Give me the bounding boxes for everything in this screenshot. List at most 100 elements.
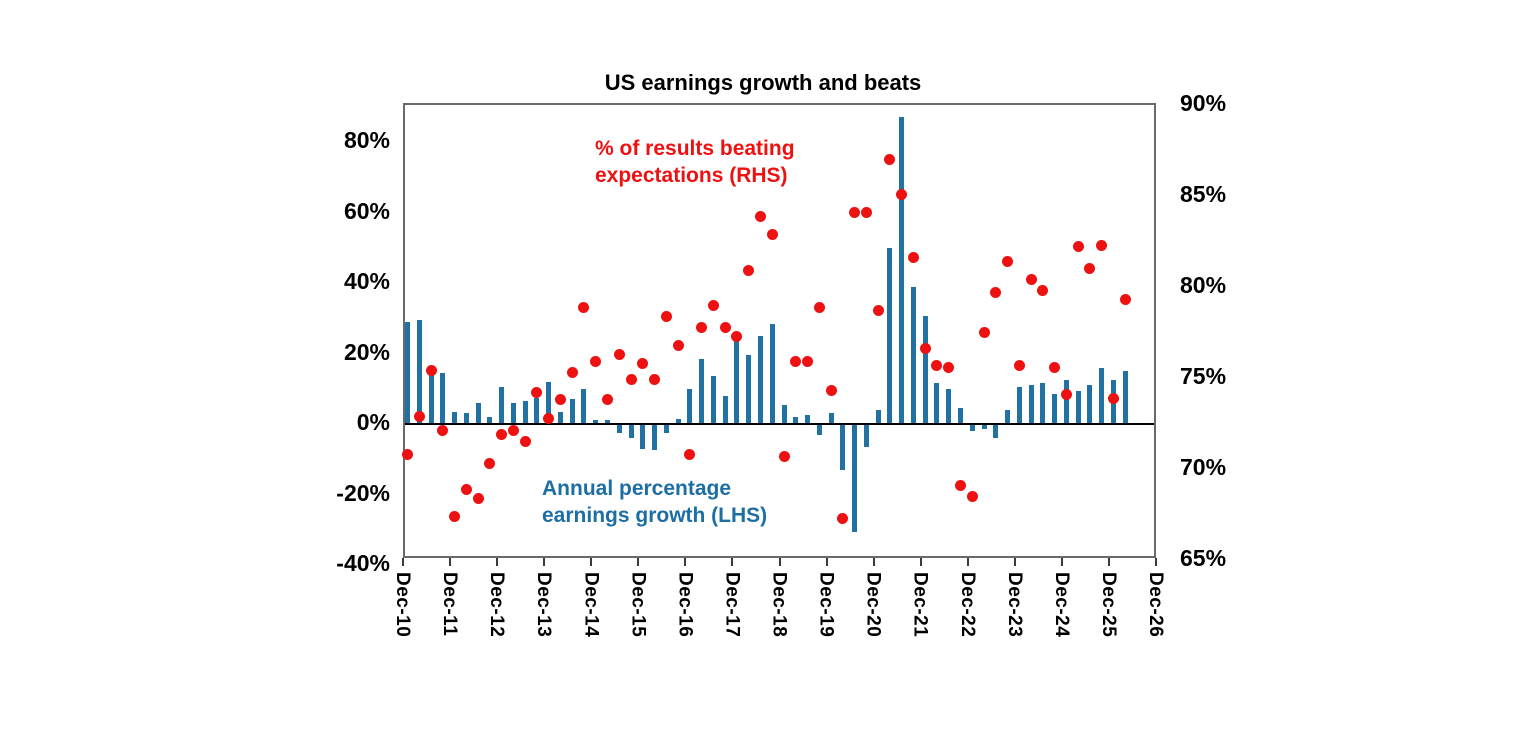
beat-percentage-dot [1060,388,1072,400]
earnings-growth-bar [428,374,434,424]
earnings-growth-bar [875,409,881,424]
x-axis-tick-label: Dec-24 [1050,572,1072,638]
earnings-growth-bar [769,323,775,424]
earnings-growth-bar [616,424,622,433]
earnings-growth-bar [699,358,705,424]
beat-percentage-dot [966,490,978,502]
beat-percentage-dot [684,448,696,460]
x-axis-tick-mark [496,558,499,566]
beat-percentage-dot [554,394,566,406]
beat-percentage-dot [802,356,814,368]
earnings-growth-bar [1122,371,1128,424]
x-axis-tick-label: Dec-23 [1003,572,1025,638]
x-axis-tick-mark [1013,558,1016,566]
x-axis-tick-mark [402,558,404,566]
earnings-growth-bar [534,397,540,424]
x-axis-tick-label: Dec-25 [1097,572,1119,638]
x-axis-tick-label: Dec-10 [392,572,413,638]
rhs-series-label-line1: % of results beating [595,137,795,160]
beat-percentage-dot [413,410,425,422]
right-axis-tick-label: 85% [1180,181,1227,207]
earnings-growth-bar [757,335,763,424]
beat-percentage-dot [896,188,908,200]
beat-percentage-dot [613,348,625,360]
beat-percentage-dot [790,356,802,368]
beat-percentage-dot [1037,285,1049,297]
beat-percentage-dot [731,330,743,342]
x-axis-tick-mark [637,558,640,566]
x-axis-tick-label: Dec-19 [815,572,837,638]
beat-percentage-dot [919,343,931,355]
left-axis-tick-label: 0% [356,409,390,435]
earnings-growth-bar [640,424,646,449]
beat-percentage-dot [519,436,531,448]
earnings-growth-bar [840,424,846,470]
earnings-growth-bar [781,404,787,424]
x-axis-tick-mark [919,558,922,566]
lhs-series-label-line1: Annual percentage [542,477,732,500]
x-axis-tick-mark [590,558,593,566]
chart-title: US earnings growth and beats [604,70,922,95]
right-axis-tick-label: 70% [1180,454,1227,480]
x-axis-tick-mark [825,558,828,566]
x-axis-tick-mark [449,558,452,566]
x-axis-tick-mark [731,558,734,566]
left-axis-tick-label: 80% [343,127,390,153]
earnings-growth-bar [546,381,552,424]
earnings-growth-bar [593,420,599,424]
x-axis-tick-mark [778,558,781,566]
earnings-growth-bar [922,316,928,424]
beat-percentage-dot [637,357,649,369]
x-axis-tick-label: Dec-18 [768,572,790,638]
earnings-growth-bar [499,386,505,424]
earnings-growth-bar [416,320,422,424]
beat-percentage-dot [578,301,590,313]
x-axis-tick-label: Dec-22 [956,572,978,638]
beat-percentage-dot [813,301,825,313]
earnings-growth-bar [934,383,940,424]
beat-percentage-dot [649,374,661,386]
beat-percentage-dot [990,286,1002,298]
earnings-growth-bar [852,424,858,532]
beat-percentage-dot [472,492,484,504]
x-axis-tick-label: Dec-12 [486,572,508,638]
beat-percentage-dot [460,483,472,495]
earnings-growth-bar [1016,386,1022,424]
right-axis-tick-label: 80% [1180,272,1227,298]
beat-percentage-dot [907,252,919,264]
beat-percentage-dot [660,310,672,322]
earnings-growth-bar [863,424,869,447]
earnings-growth-bar [605,420,611,424]
earnings-growth-bar [1005,409,1011,424]
plot-area: % of results beating expectations (RHS) … [402,103,1156,558]
earnings-growth-bar [793,416,799,424]
beat-percentage-dot [954,479,966,491]
earnings-growth-bar [652,424,658,451]
earnings-growth-bar [946,388,952,424]
earnings-growth-bar [1052,394,1058,424]
beat-percentage-dot [1013,359,1025,371]
earnings-growth-bar [475,402,481,424]
right-axis-tick-label: 90% [1180,90,1227,116]
beat-percentage-dot [872,305,884,317]
earnings-growth-bar [510,402,516,424]
beat-percentage-dot [849,206,861,218]
beat-percentage-dot [1107,392,1119,404]
earnings-growth-bar [1028,385,1034,424]
rhs-series-label: % of results beating expectations (RHS) [595,135,795,189]
earnings-growth-bar [981,424,987,430]
left-axis-tick-label: 20% [343,338,390,365]
earnings-growth-bar [1099,367,1105,424]
x-axis-tick-mark [1107,558,1110,566]
earnings-growth-bar [957,408,963,424]
beat-percentage-dot [1025,274,1037,286]
beat-percentage-dot [507,425,519,437]
beat-percentage-dot [860,206,872,218]
beat-percentage-dot [437,425,449,437]
earnings-growth-bar [910,286,916,424]
beat-percentage-dot [754,210,766,222]
lhs-series-label-line2: earnings growth (LHS) [542,504,768,527]
beat-percentage-dot [766,228,778,240]
beat-percentage-dot [449,510,461,522]
